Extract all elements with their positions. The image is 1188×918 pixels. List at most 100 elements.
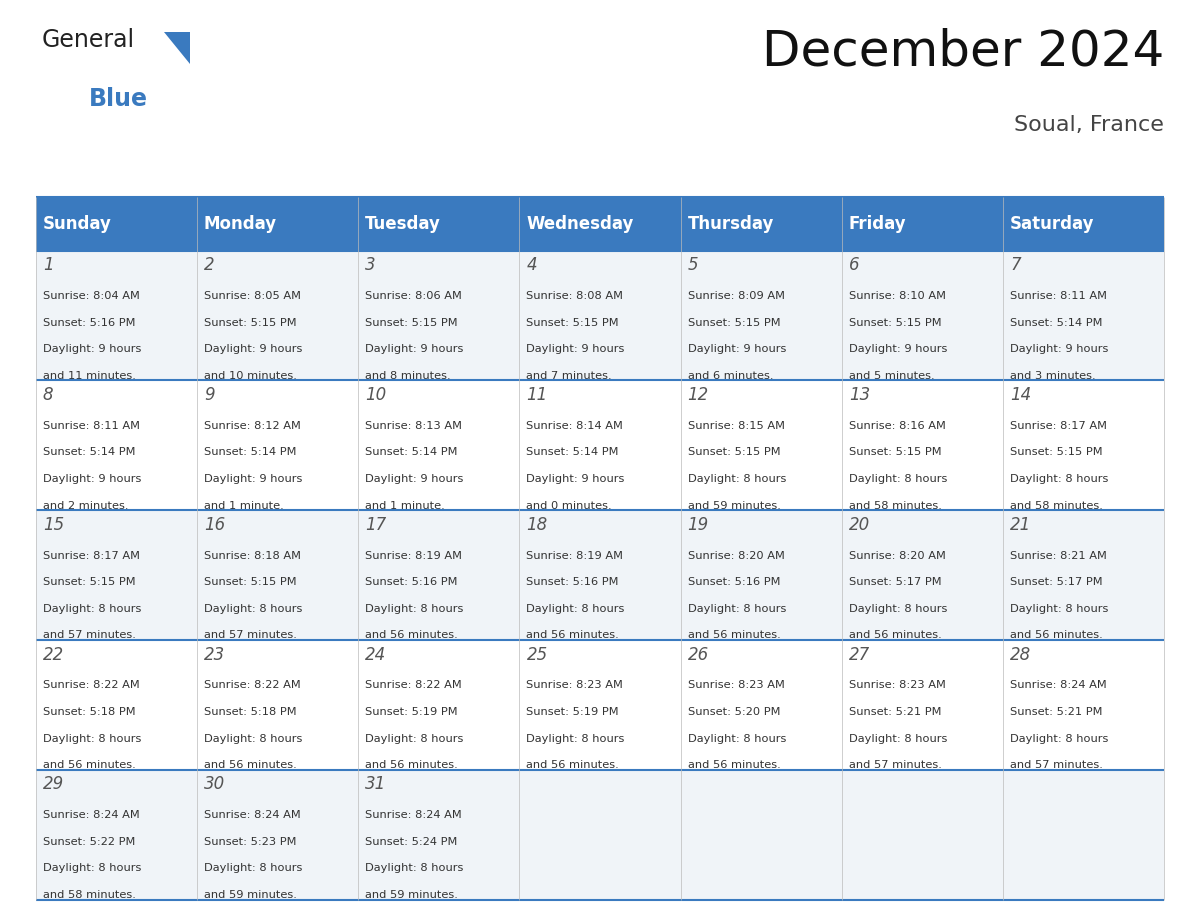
Text: 16: 16 bbox=[204, 516, 226, 533]
Text: Daylight: 9 hours: Daylight: 9 hours bbox=[526, 344, 625, 354]
Text: and 56 minutes.: and 56 minutes. bbox=[204, 760, 297, 770]
Bar bbox=[36, 197, 197, 251]
Text: Monday: Monday bbox=[204, 215, 277, 233]
Text: and 56 minutes.: and 56 minutes. bbox=[849, 631, 942, 641]
Text: Daylight: 8 hours: Daylight: 8 hours bbox=[1010, 733, 1108, 744]
Bar bbox=[358, 770, 519, 900]
Text: Sunset: 5:16 PM: Sunset: 5:16 PM bbox=[526, 577, 619, 588]
Text: 8: 8 bbox=[43, 386, 53, 404]
Text: Daylight: 8 hours: Daylight: 8 hours bbox=[688, 604, 786, 614]
Bar bbox=[681, 251, 842, 380]
Text: 30: 30 bbox=[204, 776, 226, 793]
Bar bbox=[36, 380, 197, 510]
Text: Daylight: 8 hours: Daylight: 8 hours bbox=[1010, 604, 1108, 614]
Bar bbox=[519, 770, 681, 900]
Text: Sunset: 5:17 PM: Sunset: 5:17 PM bbox=[1010, 577, 1102, 588]
Text: Sunrise: 8:22 AM: Sunrise: 8:22 AM bbox=[204, 680, 301, 690]
Text: Daylight: 9 hours: Daylight: 9 hours bbox=[688, 344, 786, 354]
Text: Sunset: 5:14 PM: Sunset: 5:14 PM bbox=[1010, 318, 1102, 328]
Text: Sunrise: 8:20 AM: Sunrise: 8:20 AM bbox=[849, 551, 946, 561]
Text: 10: 10 bbox=[365, 386, 386, 404]
Text: Daylight: 9 hours: Daylight: 9 hours bbox=[849, 344, 947, 354]
Text: Sunrise: 8:12 AM: Sunrise: 8:12 AM bbox=[204, 420, 301, 431]
Bar bbox=[681, 640, 842, 770]
Text: Sunrise: 8:23 AM: Sunrise: 8:23 AM bbox=[688, 680, 784, 690]
Text: 5: 5 bbox=[688, 256, 699, 274]
Text: Sunrise: 8:24 AM: Sunrise: 8:24 AM bbox=[365, 811, 462, 820]
Text: 17: 17 bbox=[365, 516, 386, 533]
Text: Daylight: 8 hours: Daylight: 8 hours bbox=[204, 733, 303, 744]
Text: Sunset: 5:18 PM: Sunset: 5:18 PM bbox=[204, 707, 297, 717]
Bar bbox=[842, 251, 1003, 380]
Bar bbox=[197, 380, 358, 510]
Text: Sunrise: 8:20 AM: Sunrise: 8:20 AM bbox=[688, 551, 784, 561]
Text: 14: 14 bbox=[1010, 386, 1031, 404]
Text: Sunrise: 8:16 AM: Sunrise: 8:16 AM bbox=[849, 420, 946, 431]
Bar bbox=[681, 197, 842, 251]
Text: 4: 4 bbox=[526, 256, 537, 274]
Text: 6: 6 bbox=[849, 256, 860, 274]
Text: Sunrise: 8:23 AM: Sunrise: 8:23 AM bbox=[849, 680, 946, 690]
Text: Daylight: 9 hours: Daylight: 9 hours bbox=[365, 344, 463, 354]
Bar bbox=[36, 510, 197, 640]
Text: and 7 minutes.: and 7 minutes. bbox=[526, 371, 612, 381]
Bar bbox=[681, 510, 842, 640]
Text: Sunrise: 8:24 AM: Sunrise: 8:24 AM bbox=[204, 811, 301, 820]
Text: Sunset: 5:15 PM: Sunset: 5:15 PM bbox=[1010, 447, 1102, 457]
Text: Sunrise: 8:24 AM: Sunrise: 8:24 AM bbox=[1010, 680, 1107, 690]
Text: and 56 minutes.: and 56 minutes. bbox=[1010, 631, 1102, 641]
Text: Wednesday: Wednesday bbox=[526, 215, 634, 233]
Text: Daylight: 8 hours: Daylight: 8 hours bbox=[204, 864, 303, 873]
Text: 28: 28 bbox=[1010, 645, 1031, 664]
Text: Daylight: 8 hours: Daylight: 8 hours bbox=[43, 733, 141, 744]
Text: and 8 minutes.: and 8 minutes. bbox=[365, 371, 451, 381]
Text: and 59 minutes.: and 59 minutes. bbox=[365, 890, 459, 900]
Bar bbox=[36, 640, 197, 770]
Text: Sunrise: 8:21 AM: Sunrise: 8:21 AM bbox=[1010, 551, 1107, 561]
Text: Sunrise: 8:13 AM: Sunrise: 8:13 AM bbox=[365, 420, 462, 431]
Text: Daylight: 8 hours: Daylight: 8 hours bbox=[365, 733, 463, 744]
Text: and 1 minute.: and 1 minute. bbox=[204, 500, 284, 510]
Bar bbox=[197, 770, 358, 900]
Bar bbox=[197, 251, 358, 380]
Text: and 11 minutes.: and 11 minutes. bbox=[43, 371, 135, 381]
Text: Daylight: 9 hours: Daylight: 9 hours bbox=[43, 344, 141, 354]
Text: Sunset: 5:19 PM: Sunset: 5:19 PM bbox=[365, 707, 457, 717]
Text: Daylight: 8 hours: Daylight: 8 hours bbox=[849, 604, 947, 614]
Bar bbox=[358, 510, 519, 640]
Text: December 2024: December 2024 bbox=[762, 28, 1164, 75]
Text: Sunset: 5:22 PM: Sunset: 5:22 PM bbox=[43, 837, 135, 846]
Text: and 6 minutes.: and 6 minutes. bbox=[688, 371, 773, 381]
Text: and 56 minutes.: and 56 minutes. bbox=[43, 760, 135, 770]
Text: 11: 11 bbox=[526, 386, 548, 404]
Text: Daylight: 9 hours: Daylight: 9 hours bbox=[1010, 344, 1108, 354]
Polygon shape bbox=[164, 32, 190, 64]
Text: Daylight: 8 hours: Daylight: 8 hours bbox=[365, 604, 463, 614]
Text: Daylight: 8 hours: Daylight: 8 hours bbox=[849, 733, 947, 744]
Bar bbox=[358, 197, 519, 251]
Text: General: General bbox=[42, 28, 134, 51]
Text: 27: 27 bbox=[849, 645, 870, 664]
Text: and 56 minutes.: and 56 minutes. bbox=[365, 631, 459, 641]
Text: Daylight: 9 hours: Daylight: 9 hours bbox=[365, 474, 463, 484]
Text: 7: 7 bbox=[1010, 256, 1020, 274]
Text: Sunrise: 8:23 AM: Sunrise: 8:23 AM bbox=[526, 680, 624, 690]
Bar bbox=[1003, 197, 1164, 251]
Text: 21: 21 bbox=[1010, 516, 1031, 533]
Text: Sunrise: 8:19 AM: Sunrise: 8:19 AM bbox=[365, 551, 462, 561]
Text: Friday: Friday bbox=[849, 215, 906, 233]
Text: 3: 3 bbox=[365, 256, 375, 274]
Text: Sunset: 5:15 PM: Sunset: 5:15 PM bbox=[688, 447, 781, 457]
Text: and 0 minutes.: and 0 minutes. bbox=[526, 500, 612, 510]
Text: Sunrise: 8:18 AM: Sunrise: 8:18 AM bbox=[204, 551, 301, 561]
Text: Sunrise: 8:06 AM: Sunrise: 8:06 AM bbox=[365, 291, 462, 301]
Bar bbox=[36, 770, 197, 900]
Text: Daylight: 8 hours: Daylight: 8 hours bbox=[526, 733, 625, 744]
Text: 29: 29 bbox=[43, 776, 64, 793]
Bar bbox=[681, 380, 842, 510]
Text: 20: 20 bbox=[849, 516, 870, 533]
Text: Sunset: 5:20 PM: Sunset: 5:20 PM bbox=[688, 707, 781, 717]
Text: Sunset: 5:21 PM: Sunset: 5:21 PM bbox=[849, 707, 941, 717]
Bar bbox=[519, 510, 681, 640]
Text: and 57 minutes.: and 57 minutes. bbox=[1010, 760, 1102, 770]
